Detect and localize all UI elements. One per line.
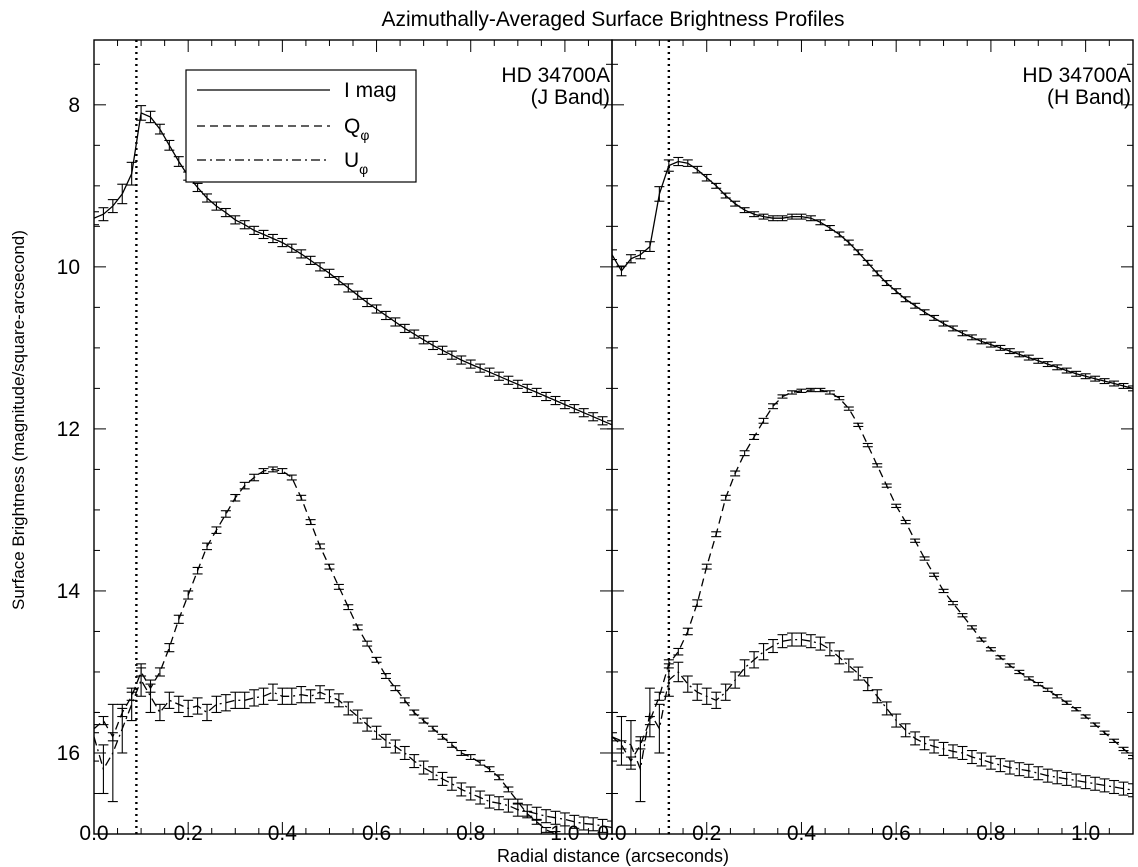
series-line [94,678,612,829]
panel-label-name: HD 34700A [1022,64,1131,87]
panel-label-band: (H Band) [1047,86,1131,109]
x-axis-label: Radial distance (arcseconds) [497,846,729,866]
series-line [612,160,1133,390]
x-tick-label: 1.0 [1071,822,1100,845]
x-tick-label: 0.8 [976,822,1005,845]
series-line [612,389,1133,763]
panel-data [612,156,1133,803]
y-axis-label: Surface Brightness (magnitude/square-arc… [9,230,28,610]
x-tick-label: 0.2 [692,822,721,845]
series-dashdot [612,632,1133,803]
series-line [94,468,558,834]
legend-label: I mag [344,79,397,102]
panel-label-name: HD 34700A [501,64,610,87]
y-tick-label: 14 [57,580,81,603]
x-tick-label: 0.6 [362,822,391,845]
series-dashed [612,387,1133,766]
x-tick-label: 0.4 [787,822,817,845]
x-tick-label: 0.8 [456,822,485,845]
y-tick-label: 16 [57,742,80,765]
series-dashed [94,466,561,834]
x-tick-label: 0.2 [174,822,203,845]
panel-label-band: (J Band) [531,86,610,109]
legend-label-subscript: φ [360,127,369,143]
x-tick-label: 0.4 [268,822,298,845]
x-tick-label: 1.0 [550,822,579,845]
x-tick-label: 0.6 [882,822,911,845]
y-tick-label: 12 [57,418,80,441]
series-solid [612,156,1133,392]
panel-data [94,105,612,834]
y-tick-label: 10 [57,256,80,279]
y-tick-label: 8 [68,94,80,117]
panel-right: 0.0 0.2 0.4 0.6 0.8 1.0HD 34700A(H Band) [597,39,1134,845]
legend-label-subscript: φ [359,161,368,177]
series-dashdot [94,663,612,834]
chart-title: Azimuthally-Averaged Surface Brightness … [382,8,845,31]
panel-frame [611,39,1134,835]
series-line [612,638,1133,791]
